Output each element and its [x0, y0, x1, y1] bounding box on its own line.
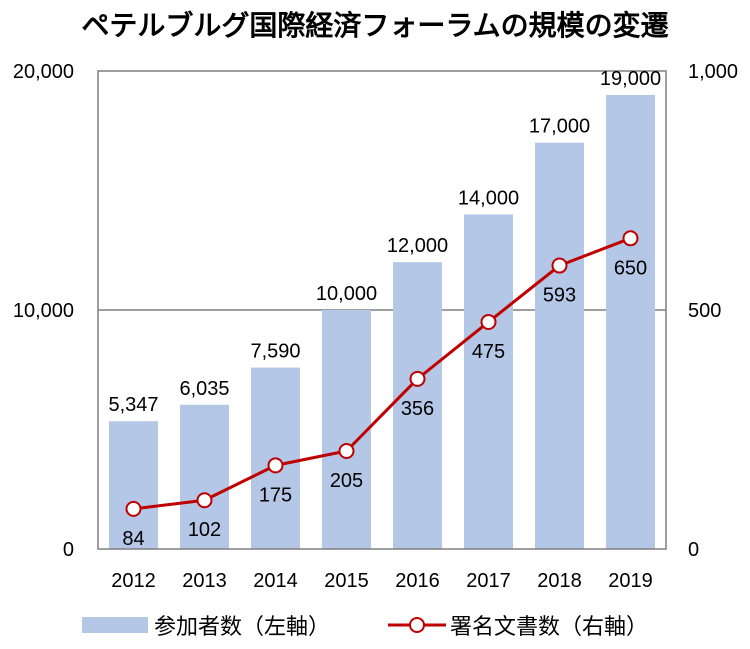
documents-point-2016 — [409, 370, 426, 387]
plot-frame — [97, 70, 667, 550]
legend: 参加者数（左軸） 署名文書数（右軸） — [0, 608, 750, 644]
x-tick-label-2019: 2019 — [608, 570, 653, 592]
bar-label-2017: 14,000 — [458, 187, 519, 209]
documents-label-2019: 650 — [614, 257, 647, 279]
legend-item-participants: 参加者数（左軸） — [82, 608, 330, 642]
legend-item-documents: 署名文書数（右軸） — [388, 608, 648, 642]
y-right-tick-label: 500 — [688, 300, 721, 322]
documents-point-2017 — [480, 313, 497, 330]
documents-label-2013: 102 — [188, 519, 221, 541]
bar-label-2018: 17,000 — [529, 116, 590, 138]
documents-point-2018 — [551, 257, 568, 274]
bar-2012 — [109, 421, 158, 549]
y-left-tick-label: 0 — [63, 539, 74, 561]
y-right-tick-label: 1,000 — [688, 61, 738, 83]
x-tick-label-2015: 2015 — [324, 570, 369, 592]
bar-label-2019: 19,000 — [600, 68, 661, 90]
x-tick-label-2017: 2017 — [466, 570, 511, 592]
documents-label-2012: 84 — [122, 528, 144, 550]
bar-2016 — [393, 262, 442, 549]
bar-label-2015: 10,000 — [316, 283, 377, 305]
bar-2015 — [322, 310, 371, 549]
x-tick-label-2014: 2014 — [253, 570, 298, 592]
documents-label-2014: 175 — [259, 484, 292, 506]
chart-title: ペテルブルグ国際経済フォーラムの規模の変遷 — [81, 9, 669, 42]
documents-point-2015 — [338, 443, 355, 460]
x-tick-label-2013: 2013 — [182, 570, 227, 592]
legend-label-participants: 参加者数（左軸） — [154, 615, 331, 640]
bar-2018 — [535, 142, 584, 549]
bar-label-2016: 12,000 — [387, 235, 448, 257]
documents-label-2016: 356 — [401, 398, 434, 420]
legend-label-documents: 署名文書数（右軸） — [450, 615, 649, 640]
y-left-tick-label: 10,000 — [13, 300, 74, 322]
bar-2013 — [180, 404, 229, 549]
y-right-tick-label: 0 — [688, 539, 699, 561]
documents-point-2019 — [622, 230, 639, 247]
documents-label-2018: 593 — [543, 285, 576, 307]
legend-bar-swatch — [82, 617, 148, 633]
bar-label-2014: 7,590 — [250, 341, 300, 363]
documents-point-2014 — [267, 457, 284, 474]
documents-line — [133, 236, 632, 511]
documents-point-2013 — [196, 492, 213, 509]
documents-point-2012 — [125, 500, 142, 517]
documents-label-2015: 205 — [330, 470, 363, 492]
legend-line-swatch — [388, 617, 446, 633]
documents-label-2017: 475 — [472, 341, 505, 363]
bar-label-2013: 6,035 — [179, 378, 229, 400]
bar-2017 — [464, 214, 513, 549]
bar-label-2012: 5,347 — [108, 394, 158, 416]
x-tick-label-2012: 2012 — [111, 570, 156, 592]
x-tick-label-2018: 2018 — [537, 570, 582, 592]
y-left-tick-label: 20,000 — [13, 61, 74, 83]
x-tick-label-2016: 2016 — [395, 570, 440, 592]
bar-2019 — [606, 94, 655, 550]
